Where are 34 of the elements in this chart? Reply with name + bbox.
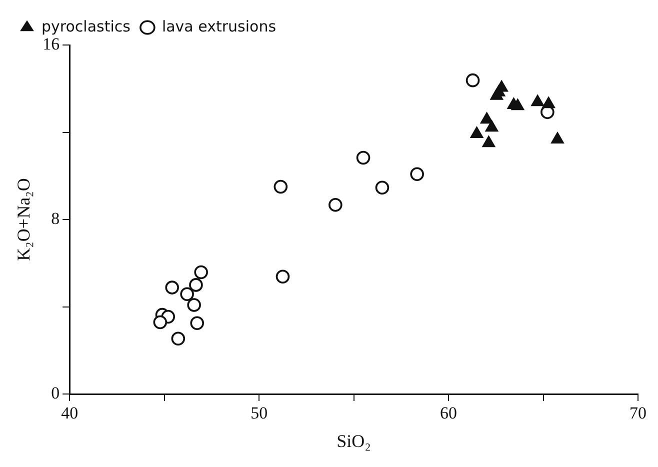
point [470,126,484,138]
point [187,298,201,312]
point [410,167,424,182]
x-tick-label: 50 [250,404,268,423]
point [189,278,203,292]
point [328,198,342,212]
x-axis-title: SiO₂ [336,430,371,451]
point [180,287,194,301]
point [153,315,168,330]
legend-label: pyroclastics [42,17,131,36]
point [190,316,204,330]
y-tick-label: 8 [51,208,60,228]
point [485,120,498,132]
y-tick-label: 0 [51,383,60,402]
y-axis-title: K₂O+Na₂O [14,178,34,261]
point [542,96,556,108]
point [356,150,370,165]
x-tick-label: 70 [630,404,646,423]
x-tick-label: 40 [61,404,78,423]
point [511,98,524,110]
point [480,112,494,124]
x-tick-label: 60 [440,404,458,423]
point [550,132,564,144]
point [490,88,504,100]
point [171,332,186,346]
point [482,136,496,148]
legend-label: lava extrusions [162,17,276,36]
point [276,270,290,284]
point [531,94,544,106]
point [375,180,390,195]
point [274,180,288,194]
y-tick-label: 16 [42,34,60,54]
point [165,280,179,294]
point [194,265,208,280]
